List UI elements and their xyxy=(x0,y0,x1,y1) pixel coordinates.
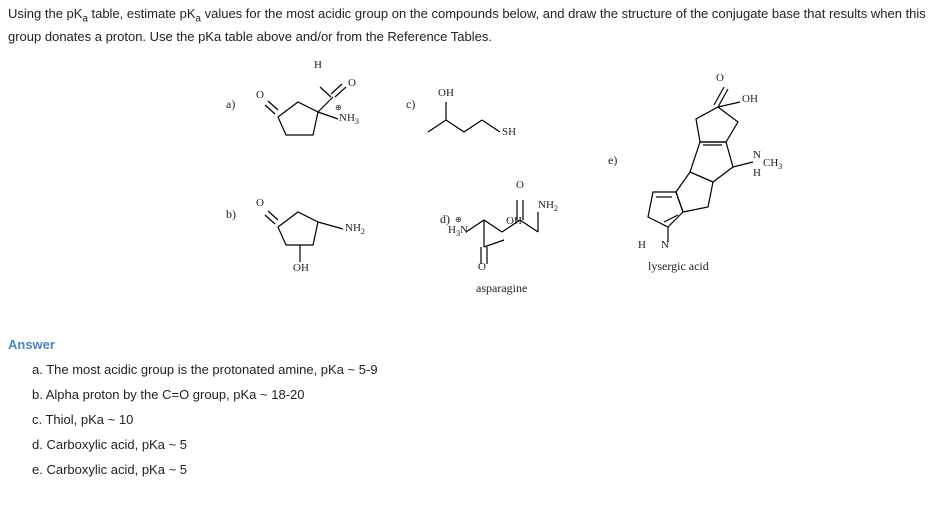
atom-OH-b: OH xyxy=(293,262,309,274)
structure-a-svg xyxy=(238,57,368,157)
chemical-structures-figure: a) b) c) d) e) H O O ⊕ NH3 O NH2 OH xyxy=(208,57,808,317)
atom-O-d-top: O xyxy=(516,179,524,191)
answer-list: a. The most acidic group is the protonat… xyxy=(32,362,931,477)
atom-N-e-indole: N xyxy=(661,239,669,251)
atom-OH-d: OH xyxy=(506,215,522,227)
atom-SH-c: SH xyxy=(502,126,516,138)
atom-O-b: O xyxy=(256,197,264,209)
label-b: b) xyxy=(226,207,236,222)
atom-OH-e: OH xyxy=(742,93,758,105)
atom-H3N-d: H3N xyxy=(448,224,468,238)
label-c: c) xyxy=(406,97,415,112)
atom-O-a2: O xyxy=(256,89,264,101)
atom-plus-d: ⊕ xyxy=(455,215,462,224)
atom-OH-c: OH xyxy=(438,87,454,99)
answer-item-d: d. Carboxylic acid, pKa ~ 5 xyxy=(32,437,931,452)
answer-heading: Answer xyxy=(8,337,931,352)
atom-H-e-ring: H xyxy=(753,167,761,179)
answer-item-c: c. Thiol, pKa ~ 10 xyxy=(32,412,931,427)
atom-NH2-d: NH2 xyxy=(538,199,558,213)
atom-plus-a: ⊕ xyxy=(335,103,342,112)
answer-item-b: b. Alpha proton by the C=O group, pKa ~ … xyxy=(32,387,931,402)
q-part1: Using the pK xyxy=(8,6,82,21)
label-lysergic: lysergic acid xyxy=(648,259,709,274)
question-text: Using the pKa table, estimate pKa values… xyxy=(8,4,931,47)
answer-item-a: a. The most acidic group is the protonat… xyxy=(32,362,931,377)
atom-H-a: H xyxy=(314,59,322,71)
atom-NH2-b: NH2 xyxy=(345,222,365,236)
label-asparagine: asparagine xyxy=(476,281,527,296)
atom-CH3-e: CH3 xyxy=(763,157,782,171)
label-a: a) xyxy=(226,97,235,112)
q-part2: table, estimate pK xyxy=(88,6,196,21)
atom-O-d-bot: O xyxy=(478,261,486,273)
label-e: e) xyxy=(608,153,617,168)
atom-NH3-a: NH3 xyxy=(339,112,359,126)
atom-N-e: N xyxy=(753,149,761,161)
answer-item-e: e. Carboxylic acid, pKa ~ 5 xyxy=(32,462,931,477)
atom-O-a: O xyxy=(348,77,356,89)
structure-c-svg xyxy=(418,92,558,152)
atom-H-e-indole: H xyxy=(638,239,646,251)
atom-O-e: O xyxy=(716,72,724,84)
